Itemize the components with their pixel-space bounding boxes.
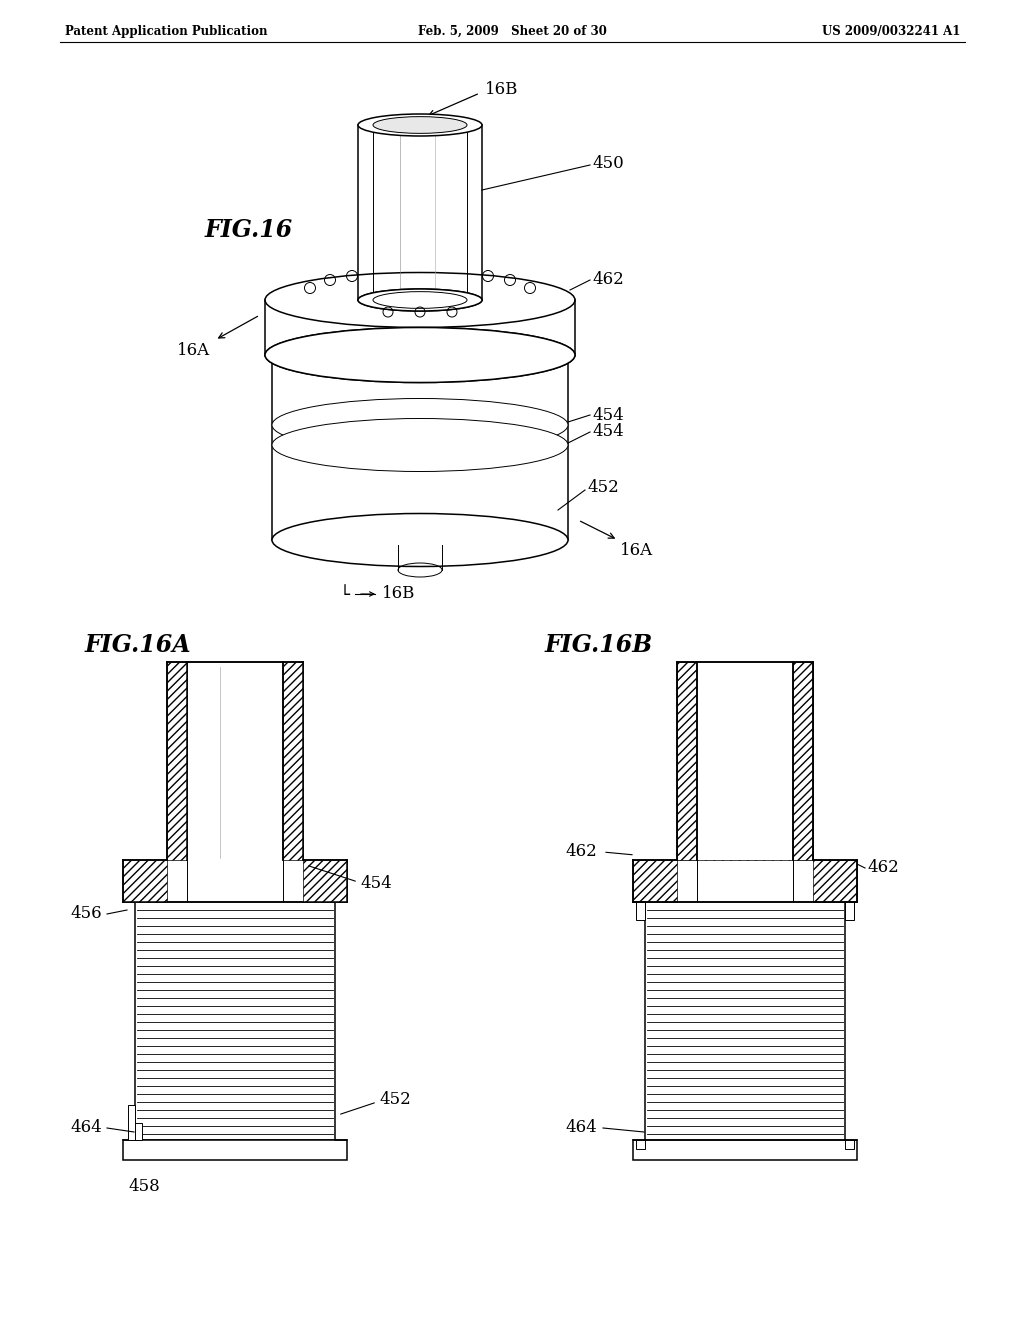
Ellipse shape [265,327,575,383]
Text: 16B: 16B [382,586,416,602]
Ellipse shape [272,418,568,471]
Text: Patent Application Publication: Patent Application Publication [65,25,267,38]
Text: US 2009/0032241 A1: US 2009/0032241 A1 [821,25,961,38]
Ellipse shape [265,327,575,383]
Ellipse shape [373,116,467,133]
Ellipse shape [358,114,482,136]
Text: FIG.16: FIG.16 [205,218,293,242]
Ellipse shape [272,329,568,381]
Bar [845,902,854,920]
Bar [123,861,167,902]
Text: 464: 464 [70,1119,101,1137]
Ellipse shape [358,289,482,312]
Ellipse shape [373,292,467,309]
Text: 452: 452 [587,479,618,496]
Text: 16A: 16A [620,543,653,558]
Bar [813,861,857,902]
Text: 462: 462 [592,272,624,289]
Bar [636,902,645,920]
Bar [677,663,697,861]
Text: 462: 462 [867,859,899,876]
Text: Feb. 5, 2009   Sheet 20 of 30: Feb. 5, 2009 Sheet 20 of 30 [418,25,606,38]
Ellipse shape [265,272,575,327]
Bar [128,1105,135,1140]
Ellipse shape [272,513,568,566]
Bar [303,861,347,902]
Text: FIG.16B: FIG.16B [545,634,653,657]
Bar [135,1123,142,1140]
Bar [633,861,677,902]
Ellipse shape [272,399,568,451]
Text: 456: 456 [70,906,101,923]
Text: 454: 454 [592,424,624,441]
Bar [677,663,813,861]
Ellipse shape [358,289,482,312]
Text: 454: 454 [592,407,624,424]
Text: └: └ [340,586,350,605]
Bar [283,663,303,861]
Text: FIG.16A: FIG.16A [85,634,191,657]
Text: 462: 462 [565,843,597,861]
Text: 450: 450 [592,154,624,172]
Bar [633,1140,857,1160]
Text: 454: 454 [360,875,392,892]
Bar [697,663,793,861]
Text: 458: 458 [128,1177,160,1195]
Text: 16B: 16B [485,82,518,99]
Text: 16A: 16A [177,342,210,359]
Bar [167,663,187,861]
Bar [793,663,813,861]
Bar [845,1140,854,1148]
Text: 452: 452 [379,1092,411,1109]
Bar [123,1140,347,1160]
Text: 464: 464 [565,1119,597,1137]
Bar [636,1140,645,1148]
